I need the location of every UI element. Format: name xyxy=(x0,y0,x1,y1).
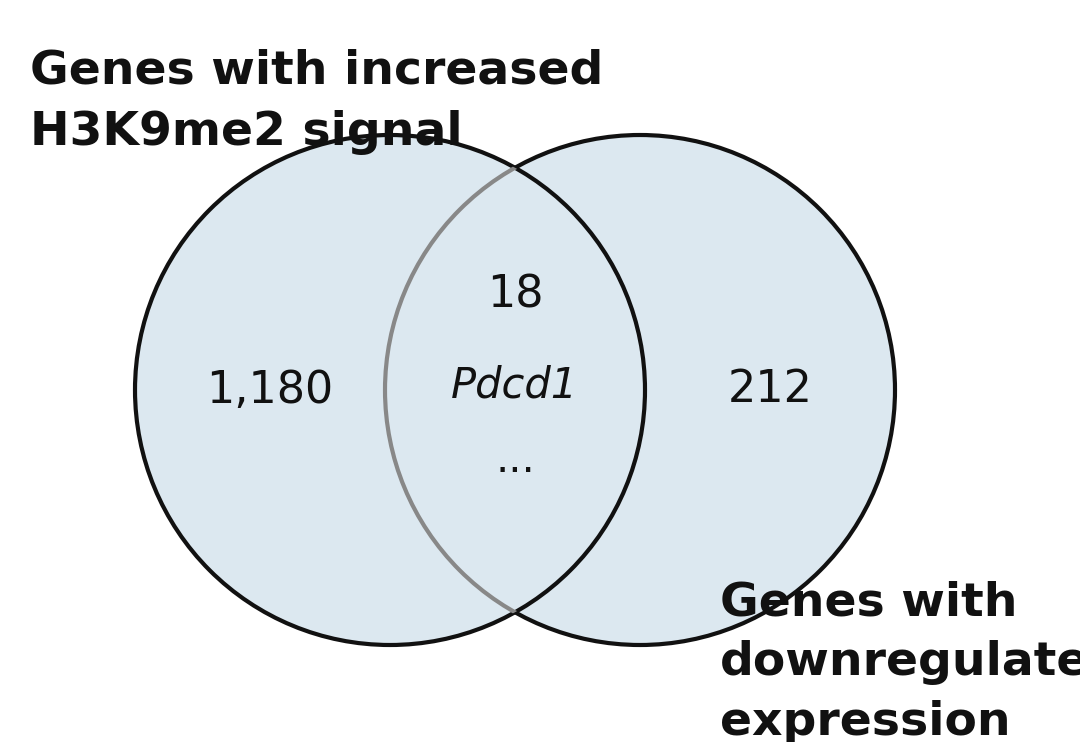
Circle shape xyxy=(135,135,645,645)
Circle shape xyxy=(384,135,895,645)
Text: 1,180: 1,180 xyxy=(206,369,334,412)
Text: expression: expression xyxy=(720,700,1011,742)
Text: Genes with increased: Genes with increased xyxy=(30,48,604,93)
Text: Genes with: Genes with xyxy=(720,580,1017,625)
Text: Pdcd1: Pdcd1 xyxy=(451,364,579,406)
Text: downregulated: downregulated xyxy=(720,640,1080,685)
Text: H3K9me2 signal: H3K9me2 signal xyxy=(30,110,462,155)
Text: 212: 212 xyxy=(728,369,812,412)
Text: ...: ... xyxy=(495,439,535,481)
Text: 18: 18 xyxy=(487,274,543,317)
